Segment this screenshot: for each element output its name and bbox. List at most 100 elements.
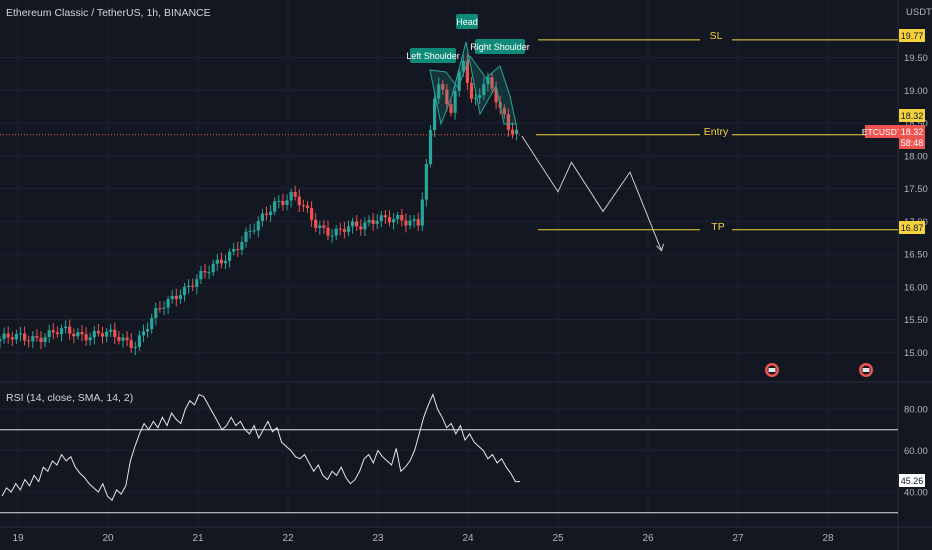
candle-body: [326, 227, 330, 236]
candle-body: [0, 339, 2, 342]
candle-body: [482, 84, 486, 96]
candle-body: [260, 213, 264, 222]
price-tick-label: 19.50: [904, 53, 928, 64]
candle-body: [363, 222, 367, 230]
right-shoulder-text: Right Shoulder: [470, 42, 530, 52]
candle-body: [100, 333, 105, 337]
candle-body: [478, 95, 482, 98]
candle-body: [248, 230, 252, 232]
candle-body: [273, 201, 277, 212]
rsi-tick-label: 80.00: [904, 405, 928, 416]
time-tick-label: 23: [372, 533, 384, 544]
candle-body: [96, 331, 100, 334]
candle-body: [244, 231, 248, 242]
candle-body: [400, 214, 404, 221]
candle-body: [43, 336, 47, 343]
candle-body: [387, 217, 392, 223]
candle-body: [55, 332, 59, 335]
candle-body: [416, 219, 420, 226]
candle-body: [113, 329, 117, 337]
candle-body: [355, 221, 359, 227]
candle-body: [68, 326, 72, 334]
event-flag-icon[interactable]: [765, 363, 779, 377]
entry-price-badge: 18.32: [899, 109, 925, 122]
sl-label: SL: [710, 30, 723, 42]
candle-body: [47, 330, 51, 337]
candle-body: [285, 200, 289, 205]
last-price-badge: 18.32 58:48: [899, 125, 925, 149]
candle-body: [223, 260, 228, 264]
candle-body: [166, 299, 170, 308]
candle-body: [334, 228, 338, 236]
candle-body: [441, 84, 445, 90]
candle-body: [252, 230, 256, 232]
rsi-title: RSI (14, close, SMA, 14, 2): [6, 392, 133, 404]
candle-body: [2, 333, 6, 340]
right-shoulder-label: Right Shoulder: [470, 39, 530, 54]
candle-body: [182, 286, 187, 296]
price-tick-label: 19.00: [904, 86, 928, 97]
candle-body: [207, 272, 211, 274]
candle-body: [27, 340, 31, 342]
price-tick-label: 16.50: [904, 250, 928, 261]
candle-body: [342, 229, 346, 232]
candle-body: [506, 114, 510, 130]
candle-body: [84, 334, 88, 341]
candle-body: [465, 60, 469, 83]
candle-body: [228, 251, 232, 261]
rsi-value-badge: 45.26: [899, 474, 925, 487]
candle-body: [379, 215, 383, 222]
candle-body: [215, 259, 219, 264]
candle-body: [346, 226, 351, 232]
price-tick-label: 17.50: [904, 184, 928, 195]
candle-body: [469, 82, 474, 99]
candle-body: [232, 248, 236, 252]
candle-body: [240, 241, 244, 250]
candle-body: [141, 331, 146, 336]
candle-body: [39, 337, 43, 343]
candle-body: [457, 71, 461, 91]
candle-body: [322, 225, 326, 228]
candle-body: [420, 199, 424, 226]
event-flag-icon[interactable]: [859, 363, 873, 377]
candle-body: [14, 334, 18, 340]
candle-body: [502, 108, 506, 115]
candle-body: [154, 308, 158, 319]
candle-body: [146, 329, 150, 332]
price-tick-label: 18.00: [904, 151, 928, 162]
sl-price-badge: 19.77: [899, 29, 925, 42]
candle-body: [129, 340, 133, 348]
candle-body: [351, 221, 355, 227]
candle-body: [72, 333, 76, 337]
head-label: Head: [456, 14, 478, 29]
rsi-tick-label: 60.00: [904, 446, 928, 457]
candle-body: [133, 346, 137, 348]
candle-body: [515, 129, 519, 134]
candle-body: [236, 248, 240, 250]
candles-layer: [0, 53, 519, 356]
time-tick-label: 21: [192, 533, 204, 544]
candle-body: [92, 331, 96, 338]
head-text: Head: [456, 17, 478, 27]
candle-body: [474, 97, 478, 99]
tp-label: TP: [711, 221, 724, 233]
countdown-text: 58:48: [901, 138, 924, 148]
candle-body: [428, 129, 433, 164]
candle-body: [117, 336, 121, 341]
candle-body: [424, 163, 428, 200]
price-tick-label: 16.00: [904, 282, 928, 293]
head-shoulders-pattern: [429, 41, 517, 126]
candle-body: [137, 335, 141, 347]
candle-body: [338, 228, 342, 230]
candle-body: [461, 60, 465, 72]
price-tick-label: 15.00: [904, 348, 928, 359]
candle-body: [453, 90, 457, 113]
candle-body: [256, 221, 260, 231]
candle-body: [277, 200, 281, 202]
candle-body: [64, 326, 68, 329]
candle-body: [80, 332, 84, 335]
candle-body: [330, 235, 334, 237]
candle-body: [125, 337, 129, 341]
last-price-text: 18.32: [901, 127, 924, 137]
